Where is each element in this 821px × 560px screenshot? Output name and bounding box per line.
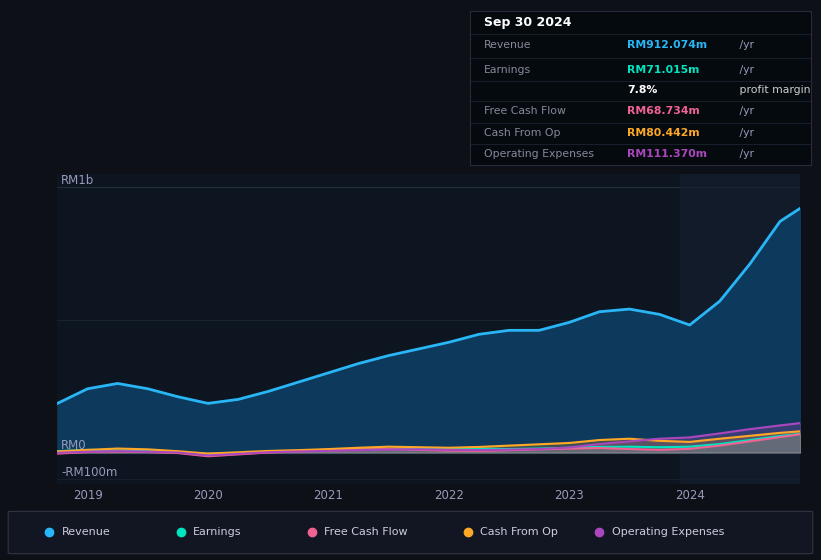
Text: Cash From Op: Cash From Op bbox=[480, 527, 558, 537]
Text: RM912.074m: RM912.074m bbox=[627, 40, 707, 50]
Bar bbox=[680, 174, 800, 484]
Text: RM68.734m: RM68.734m bbox=[627, 106, 700, 116]
Text: 7.8%: 7.8% bbox=[627, 85, 658, 95]
Text: Earnings: Earnings bbox=[193, 527, 241, 537]
Text: /yr: /yr bbox=[736, 106, 754, 116]
Text: /yr: /yr bbox=[736, 65, 754, 74]
Text: Earnings: Earnings bbox=[484, 65, 531, 74]
Text: Cash From Op: Cash From Op bbox=[484, 128, 561, 138]
Text: RM80.442m: RM80.442m bbox=[627, 128, 699, 138]
Text: Revenue: Revenue bbox=[484, 40, 531, 50]
Text: /yr: /yr bbox=[736, 128, 754, 138]
Text: profit margin: profit margin bbox=[736, 85, 810, 95]
Text: /yr: /yr bbox=[736, 40, 754, 50]
Text: Free Cash Flow: Free Cash Flow bbox=[484, 106, 566, 116]
Text: Revenue: Revenue bbox=[62, 527, 110, 537]
Text: -RM100m: -RM100m bbox=[61, 465, 117, 479]
FancyBboxPatch shape bbox=[8, 511, 813, 554]
Text: Operating Expenses: Operating Expenses bbox=[612, 527, 724, 537]
Text: /yr: /yr bbox=[736, 150, 754, 160]
Text: Free Cash Flow: Free Cash Flow bbox=[324, 527, 408, 537]
Text: RM111.370m: RM111.370m bbox=[627, 150, 707, 160]
Text: RM1b: RM1b bbox=[61, 174, 94, 187]
Text: RM0: RM0 bbox=[61, 439, 87, 452]
Text: Sep 30 2024: Sep 30 2024 bbox=[484, 16, 571, 29]
Text: Operating Expenses: Operating Expenses bbox=[484, 150, 594, 160]
Text: RM71.015m: RM71.015m bbox=[627, 65, 699, 74]
